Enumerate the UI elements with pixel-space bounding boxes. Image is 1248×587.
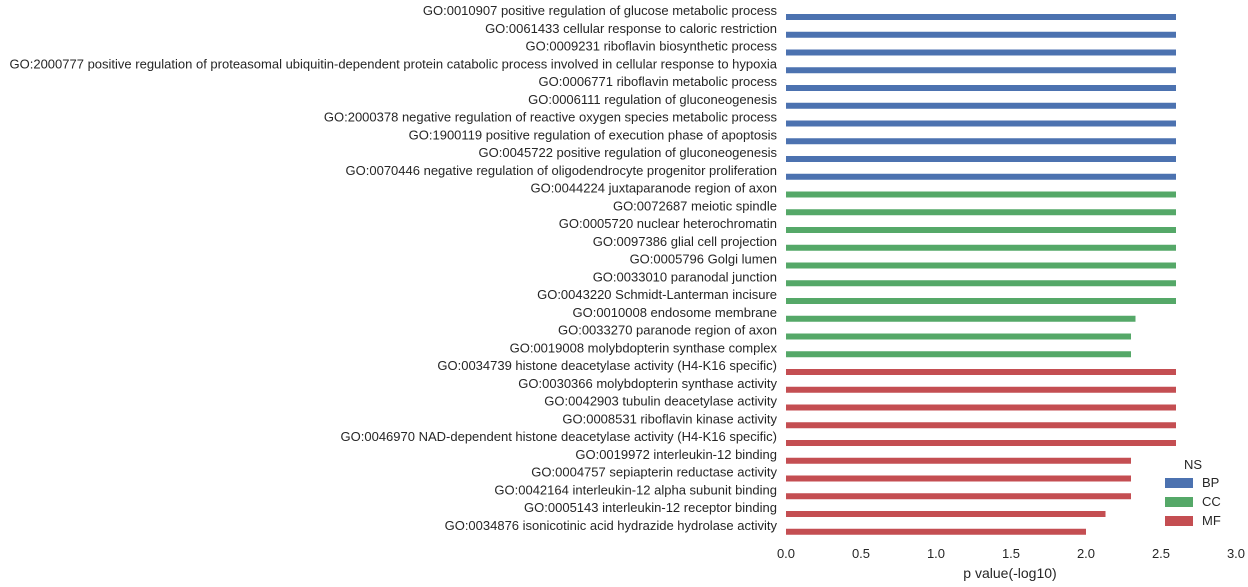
category-label: GO:0061433 cellular response to caloric … — [485, 21, 777, 36]
x-tick-label: 2.5 — [1152, 546, 1170, 561]
category-labels: GO:0010907 positive regulation of glucos… — [10, 3, 778, 533]
category-label: GO:0042164 interleukin-12 alpha subunit … — [494, 482, 777, 497]
bar-cc — [786, 244, 1176, 251]
x-axis: 0.0 0.5 1.0 1.5 2.0 2.5 3.0 — [777, 546, 1245, 561]
legend-entry-mf: MF — [1202, 513, 1221, 528]
category-label: GO:0019008 molybdopterin synthase comple… — [510, 340, 778, 355]
bar-mf — [786, 511, 1106, 517]
bar-bp — [786, 156, 1176, 162]
category-label: GO:0010008 endosome membrane — [572, 305, 777, 320]
legend: NS BP CC MF — [1165, 457, 1221, 528]
category-label: GO:0005796 Golgi lumen — [630, 252, 777, 267]
category-label: GO:2000777 positive regulation of protea… — [10, 56, 778, 71]
category-label: GO:0008531 riboflavin kinase activity — [562, 411, 777, 426]
x-tick-label: 3.0 — [1227, 546, 1245, 561]
bar-cc — [786, 262, 1176, 269]
bar-mf — [786, 386, 1176, 393]
bar-cc — [786, 315, 1136, 322]
x-tick-label: 1.5 — [1002, 546, 1020, 561]
bar-mf — [786, 369, 1176, 375]
legend-swatch-cc — [1165, 497, 1193, 507]
category-label: GO:0006771 riboflavin metabolic process — [539, 74, 778, 89]
category-label: GO:0030366 molybdopterin synthase activi… — [518, 376, 777, 391]
legend-title: NS — [1184, 457, 1202, 472]
category-label: GO:0006111 regulation of gluconeogenesis — [528, 92, 777, 107]
x-tick-label: 0.5 — [852, 546, 870, 561]
category-label: GO:0072687 meiotic spindle — [613, 198, 777, 213]
bar-cc — [786, 333, 1131, 340]
category-label: GO:0034739 histone deacetylase activity … — [437, 358, 777, 373]
category-label: GO:0019972 interleukin-12 binding — [575, 447, 777, 462]
bar-cc — [786, 209, 1176, 216]
category-label: GO:0034876 isonicotinic acid hydrazide h… — [445, 518, 778, 533]
bar-cc — [786, 227, 1176, 233]
category-label: GO:0005143 interleukin-12 receptor bindi… — [524, 500, 777, 515]
bar-bp — [786, 173, 1176, 180]
legend-swatch-bp — [1165, 478, 1193, 488]
bar-mf — [786, 440, 1176, 446]
bar-bp — [786, 138, 1176, 145]
category-label: GO:0043220 Schmidt-Lanterman incisure — [537, 287, 777, 302]
bar-bp — [786, 31, 1176, 38]
bar-cc — [786, 298, 1176, 304]
bar-cc — [786, 280, 1176, 287]
bar-mf — [786, 475, 1131, 482]
x-tick-label: 2.0 — [1077, 546, 1095, 561]
legend-entry-bp: BP — [1202, 475, 1219, 490]
bar-mf — [786, 422, 1176, 429]
bars — [786, 14, 1176, 535]
bar-mf — [786, 528, 1086, 535]
category-label: GO:0045722 positive regulation of glucon… — [479, 145, 778, 160]
category-label: GO:0004757 sepiapterin reductase activit… — [531, 465, 777, 480]
category-label: GO:0033270 paranode region of axon — [558, 323, 777, 338]
x-tick-label: 1.0 — [927, 546, 945, 561]
category-label: GO:0070446 negative regulation of oligod… — [346, 163, 777, 178]
legend-swatch-mf — [1165, 516, 1193, 526]
bar-mf — [786, 404, 1176, 411]
bar-bp — [786, 120, 1176, 127]
bar-bp — [786, 85, 1176, 91]
category-label: GO:0033010 paranodal junction — [593, 269, 777, 284]
bar-cc — [786, 191, 1176, 198]
x-tick-label: 0.0 — [777, 546, 795, 561]
bar-bp — [786, 14, 1176, 20]
category-label: GO:0009231 riboflavin biosynthetic proce… — [526, 39, 778, 54]
bar-mf — [786, 493, 1131, 500]
category-label: GO:2000378 negative regulation of reacti… — [324, 110, 778, 125]
category-label: GO:0044224 juxtaparanode region of axon — [531, 181, 777, 196]
bar-cc — [786, 351, 1131, 358]
category-label: GO:0005720 nuclear heterochromatin — [559, 216, 777, 231]
legend-entry-cc: CC — [1202, 494, 1221, 509]
category-label: GO:0097386 glial cell projection — [593, 234, 777, 249]
bar-bp — [786, 102, 1176, 109]
x-axis-label: p value(-log10) — [963, 565, 1056, 581]
category-label: GO:0010907 positive regulation of glucos… — [423, 3, 778, 18]
bar-bp — [786, 49, 1176, 56]
category-label: GO:1900119 positive regulation of execut… — [409, 127, 778, 142]
category-label: GO:0046970 NAD-dependent histone deacety… — [341, 429, 777, 444]
category-label: GO:0042903 tubulin deacetylase activity — [544, 394, 777, 409]
bar-mf — [786, 457, 1131, 464]
bar-bp — [786, 67, 1176, 74]
